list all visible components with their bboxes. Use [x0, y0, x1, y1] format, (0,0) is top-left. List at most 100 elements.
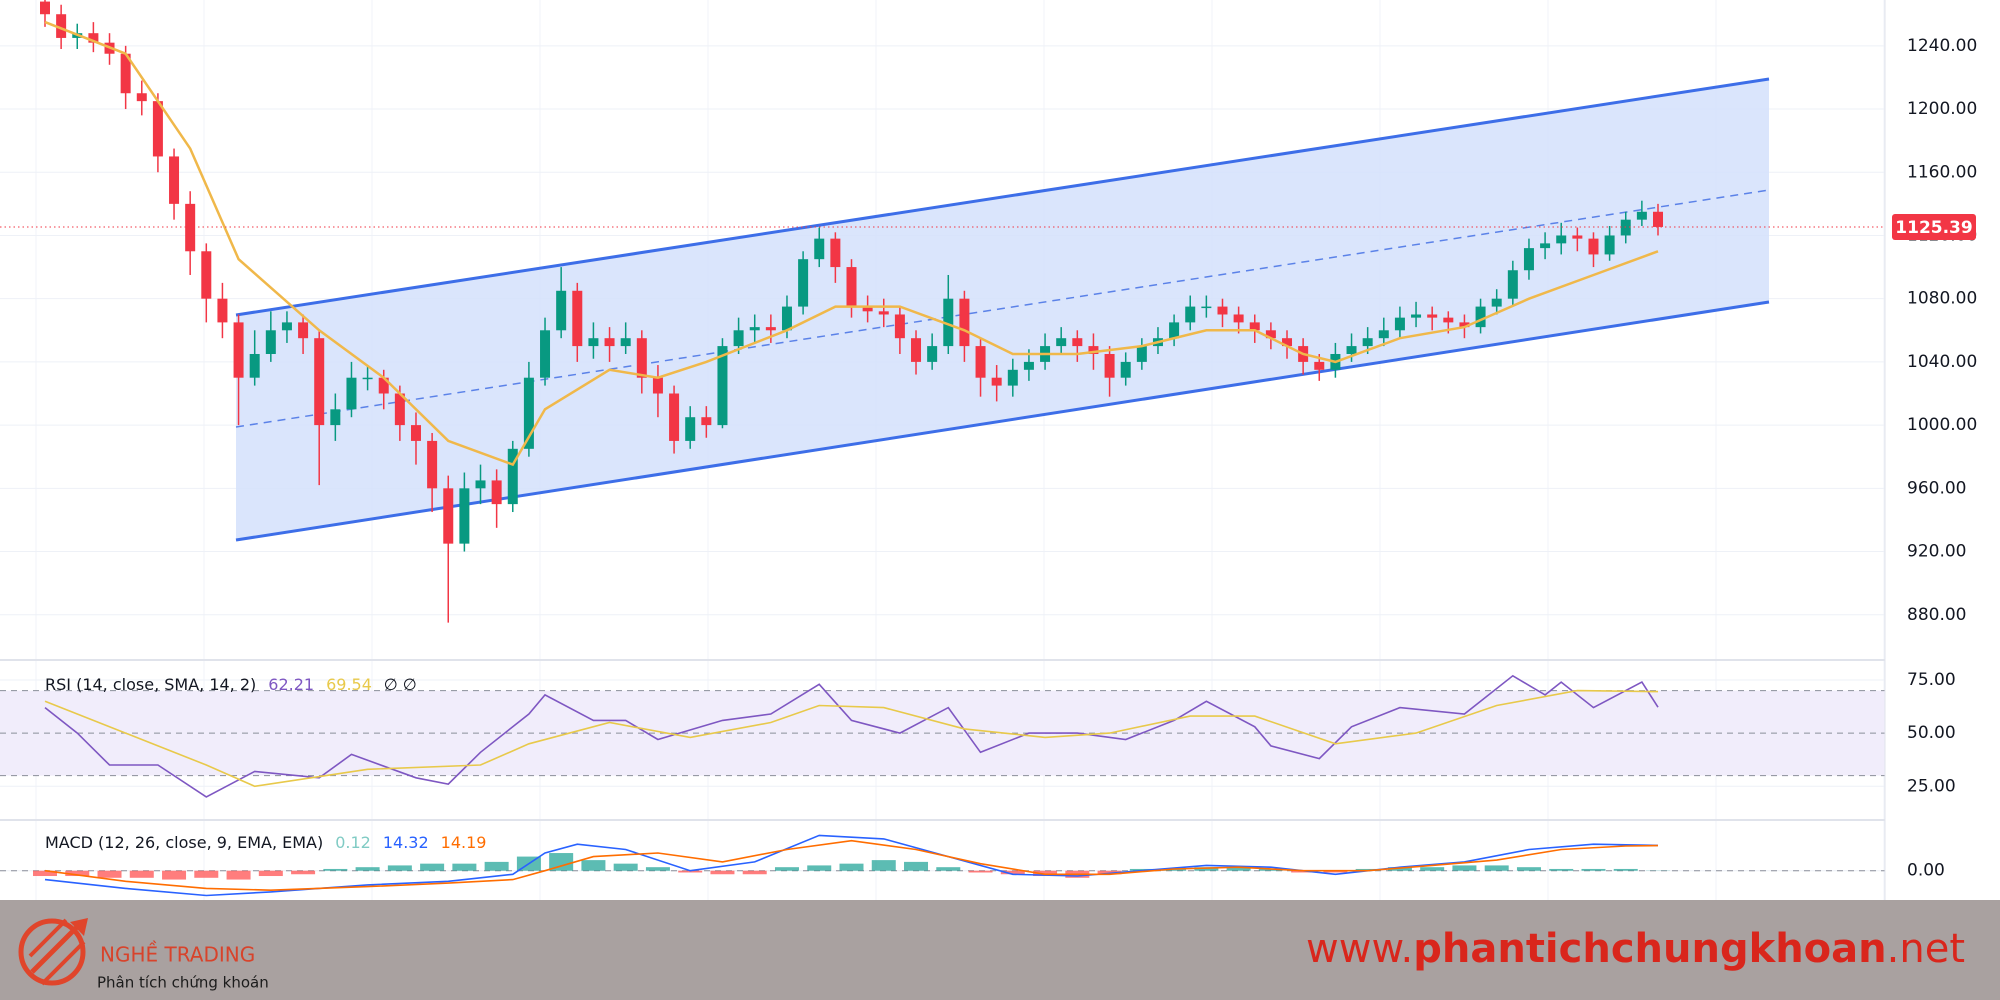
histogram-bar	[678, 870, 703, 873]
y-tick-label: 75.00	[1907, 670, 1956, 690]
y-tick-label: 1200.00	[1907, 99, 1977, 119]
candle-body	[1346, 346, 1357, 354]
candle-body	[588, 338, 599, 347]
histogram-bar	[549, 853, 574, 871]
histogram-bar	[1033, 870, 1058, 877]
footer-bg	[0, 900, 2000, 1000]
rsi-title: RSI (14, close, SMA, 14, 2)	[45, 675, 256, 694]
histogram-bar	[1291, 870, 1316, 873]
candle-body	[1459, 322, 1470, 328]
histogram-bar	[839, 863, 864, 871]
candle-body	[814, 238, 825, 260]
histogram-bar	[194, 870, 219, 878]
y-tick-label: 1040.00	[1907, 352, 1977, 372]
candle-body	[1007, 369, 1018, 386]
rsi-sma-value: 69.54	[326, 675, 372, 694]
histogram-bar	[129, 870, 154, 878]
candle-body	[1072, 338, 1083, 347]
macd-signal-value: 14.19	[441, 833, 487, 852]
histogram-bar	[1613, 868, 1638, 871]
candle-body	[943, 298, 954, 347]
candle-body	[911, 338, 922, 362]
candle-body	[878, 311, 889, 315]
labels: 880.00 920.00 960.00 1000.00 1040.00 1080.00 1…	[1892, 36, 1977, 881]
candle-body	[1282, 338, 1293, 347]
candle-body	[249, 353, 260, 378]
last-price-box	[1892, 213, 1976, 240]
candle-body	[927, 346, 938, 362]
y-tick-label: 25.00	[1907, 776, 1956, 796]
candle-body	[346, 377, 357, 410]
url-domain: phantichchungkhoan	[1413, 926, 1886, 972]
candle-body	[1088, 346, 1099, 354]
candle-body	[314, 338, 325, 426]
macd-header: MACD (12, 26, close, 9, EMA, EMA) 0.12 14.…	[45, 833, 486, 852]
histogram-bar	[807, 865, 832, 871]
candle-body	[652, 377, 663, 394]
candle-body	[1136, 346, 1147, 362]
indicator-line	[44, 689, 1659, 788]
candle-body	[1636, 211, 1647, 220]
candle-body	[669, 393, 680, 441]
histogram-bar	[1355, 868, 1380, 871]
histogram-bar	[1549, 868, 1574, 871]
histogram-bar	[65, 870, 90, 877]
candle-body	[152, 101, 163, 157]
y-tick-label: 1240.00	[1907, 36, 1977, 56]
histogram-bar	[1484, 865, 1509, 871]
histogram-bar	[323, 868, 348, 871]
candle-body	[459, 488, 470, 544]
candle-body	[1378, 330, 1389, 339]
url-prefix: www.	[1306, 926, 1413, 972]
candle-body	[362, 377, 373, 380]
histogram-bar	[1581, 868, 1606, 871]
y-tick-label: 50.00	[1907, 723, 1956, 743]
channel-upper	[235, 77, 1770, 317]
candle-body	[1362, 338, 1373, 347]
histogram-bar	[1194, 867, 1219, 871]
candle-body	[120, 53, 131, 94]
candle-body	[781, 306, 792, 331]
histogram-bar	[387, 865, 412, 871]
candle-body	[1523, 248, 1534, 271]
candle-body	[1427, 314, 1438, 318]
candle-body	[749, 327, 760, 331]
candle-body	[136, 93, 147, 102]
channel-fill	[236, 79, 1769, 540]
y-tick-label: 880.00	[1907, 605, 1966, 625]
y-tick-label: 920.00	[1907, 542, 1966, 562]
y-tick-label: 1160.00	[1907, 162, 1977, 182]
candle-body	[765, 327, 776, 331]
candle-body	[523, 377, 534, 449]
candle-body	[894, 314, 905, 339]
rsi-value: 62.21	[268, 675, 314, 694]
candle-body	[1491, 298, 1502, 307]
candle-body	[830, 238, 841, 268]
candle-body	[540, 330, 551, 378]
channel-mid	[235, 189, 1770, 428]
brand: NGHỀ TRADING	[100, 942, 255, 967]
candle-body	[620, 338, 631, 347]
candle-body	[1653, 211, 1663, 227]
y-tick-label: 1080.00	[1907, 289, 1977, 309]
candle-body	[201, 251, 212, 299]
histogram-bar	[33, 870, 57, 877]
last-price-label: 1125.39	[1895, 218, 1972, 238]
histogram-bar	[936, 867, 961, 871]
histogram-bar	[968, 870, 993, 873]
candle-body	[1265, 330, 1276, 339]
y-tick-label: 960.00	[1907, 478, 1966, 498]
candle-body	[1443, 317, 1454, 323]
candle-body	[1201, 306, 1212, 309]
histogram-bar	[1420, 867, 1445, 871]
candle-body	[1314, 361, 1325, 370]
footer: NGHỀ TRADING Phân tích chứng khoán www.p…	[0, 900, 2000, 1000]
candle-body	[975, 346, 986, 378]
marks	[0, 0, 1885, 897]
candle-body	[217, 298, 228, 323]
macd-hist-value: 0.12	[335, 833, 371, 852]
candle-body	[604, 338, 615, 347]
candle-body	[40, 1, 50, 15]
candle-body	[233, 322, 244, 378]
